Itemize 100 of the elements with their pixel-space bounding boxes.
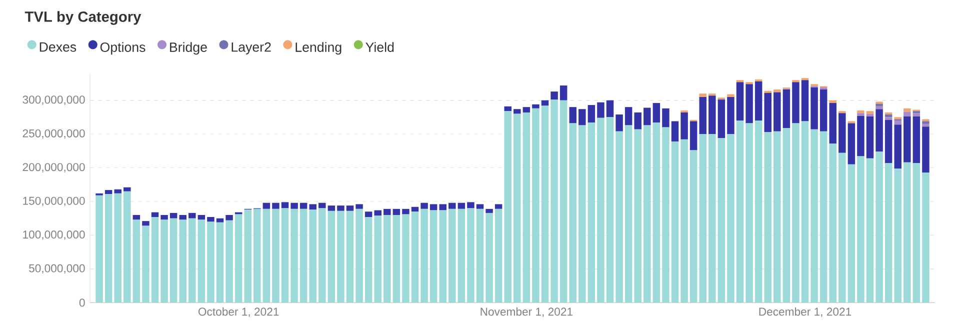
bar: [309, 210, 316, 303]
bar: [922, 124, 930, 127]
bar: [458, 208, 466, 303]
bar: [207, 217, 214, 222]
bar: [179, 214, 186, 220]
bar: [727, 134, 734, 303]
bar: [467, 202, 474, 208]
bar: [774, 131, 781, 303]
bar: [207, 222, 214, 303]
bar: [764, 132, 772, 303]
bar: [904, 112, 911, 116]
bar: [430, 210, 438, 303]
bar: [439, 204, 446, 210]
bar: [486, 208, 493, 213]
bar: [198, 214, 206, 220]
bar: [708, 96, 716, 134]
bar: [644, 125, 651, 303]
bar: [736, 82, 744, 121]
bar: [346, 210, 354, 303]
bar: [392, 214, 400, 303]
bar: [829, 100, 836, 104]
bar: [754, 81, 762, 121]
bar: [514, 114, 521, 303]
bar: [708, 134, 716, 303]
bar: [124, 187, 131, 192]
bar: [746, 84, 753, 124]
bar: [876, 109, 883, 152]
bar: [690, 121, 698, 150]
bar: [764, 92, 772, 132]
bar: [170, 218, 178, 303]
bar: [699, 96, 706, 134]
bar: [820, 131, 828, 303]
bar: [114, 189, 122, 194]
bar: [829, 143, 836, 303]
bar: [662, 127, 670, 303]
bar: [606, 117, 614, 303]
bar: [801, 80, 809, 122]
bar: [792, 123, 800, 303]
bar: [857, 156, 864, 303]
bar: [754, 120, 762, 303]
legend-label: Dexes: [40, 42, 76, 52]
bar: [884, 117, 892, 120]
bar: [160, 214, 168, 220]
bar: [439, 210, 446, 303]
bar: [448, 208, 456, 303]
bar: [569, 123, 576, 303]
bar: [374, 210, 382, 216]
bar: [494, 208, 502, 303]
bar: [290, 202, 298, 209]
bar: [142, 221, 150, 226]
bar: [782, 90, 790, 128]
bar: [550, 100, 558, 303]
x-tick-label: December 1, 2021: [759, 307, 852, 318]
bar: [857, 110, 864, 114]
bar: [541, 106, 549, 303]
bar: [662, 108, 670, 128]
bar: [198, 220, 206, 303]
bar: [866, 114, 874, 116]
bar: [699, 94, 706, 97]
bar: [104, 190, 112, 194]
bar: [644, 108, 651, 126]
bar: [522, 107, 530, 112]
bar: [866, 111, 874, 114]
bar: [430, 204, 438, 210]
bar: [904, 116, 911, 162]
bar: [532, 104, 540, 108]
bar: [597, 118, 604, 303]
bar: [876, 152, 883, 303]
bar: [226, 220, 233, 303]
bar: [588, 105, 596, 123]
bar: [170, 212, 178, 218]
bar: [801, 121, 809, 303]
bar: [514, 109, 521, 114]
bar: [616, 114, 623, 132]
bar: [486, 212, 493, 303]
bar: [624, 125, 632, 303]
bar: [876, 104, 883, 106]
bar: [904, 162, 911, 303]
bar: [244, 210, 252, 303]
bar: [616, 131, 623, 303]
bar: [848, 164, 856, 303]
bar: [680, 112, 688, 140]
bar: [337, 206, 344, 211]
bar: [216, 222, 224, 303]
y-tick-label: 300,000,000: [22, 96, 85, 105]
bar: [458, 202, 466, 209]
x-tick-label: October 1, 2021: [198, 307, 279, 318]
bar: [624, 107, 632, 126]
bar: [884, 163, 892, 303]
bar: [262, 208, 270, 303]
bar: [857, 113, 864, 116]
bar: [300, 202, 308, 209]
bar: [188, 212, 196, 218]
bar: [142, 226, 150, 303]
bar: [848, 123, 856, 164]
bar: [922, 121, 930, 124]
bar: [132, 220, 140, 303]
bar: [281, 202, 289, 208]
bar: [792, 82, 800, 124]
bar: [522, 112, 530, 303]
